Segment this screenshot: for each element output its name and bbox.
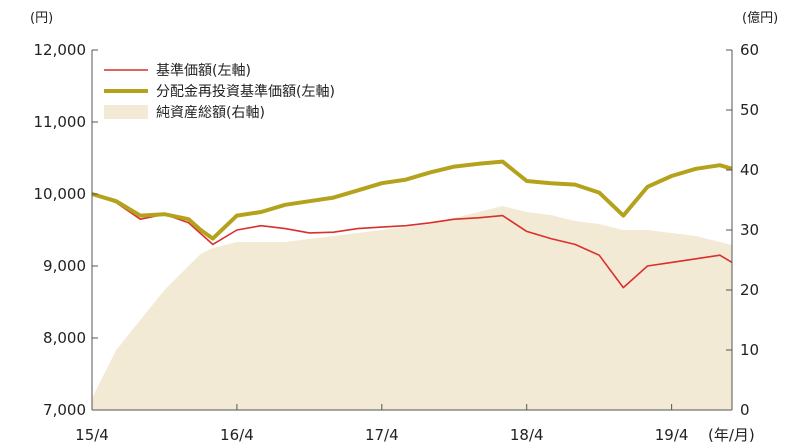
left-tick-label: 10,000 (34, 185, 87, 203)
right-tick-label: 50 (740, 101, 759, 119)
left-tick-label: 9,000 (43, 257, 86, 275)
x-tick-label: 15/4 (75, 426, 109, 444)
left-tick-label: 12,000 (34, 41, 87, 59)
legend-swatch-net-assets (104, 105, 148, 119)
x-tick-label: 17/4 (365, 426, 399, 444)
line-layer (91, 159, 733, 289)
right-tick-label: 20 (740, 281, 759, 299)
x-tick-label: 19/4 (655, 426, 689, 444)
right-tick-label: 30 (740, 221, 759, 239)
legend-label: 分配金再投資基準価額(左軸) (156, 83, 335, 100)
x-tick-label: 16/4 (220, 426, 254, 444)
left-tick-label: 11,000 (34, 113, 87, 131)
left-axis-unit: (円) (30, 11, 53, 26)
legend: 基準価額(左軸) 分配金再投資基準価額(左軸) 純資産総額(右軸) (104, 62, 335, 121)
legend-label: 純資産総額(右軸) (156, 105, 265, 121)
series-line-nav (91, 193, 733, 289)
left-tick-label: 7,000 (43, 401, 86, 419)
series-line-reinvested-nav (91, 159, 733, 241)
series-area-net-assets (92, 206, 732, 410)
right-tick-label: 10 (740, 341, 759, 359)
x-tick-label: 18/4 (510, 426, 544, 444)
right-tick-label: 0 (740, 401, 750, 419)
left-tick-label: 8,000 (43, 329, 86, 347)
legend-label: 基準価額(左軸) (156, 62, 251, 79)
right-axis-unit: (億円) (742, 10, 778, 26)
axes-layer: 7,000 8,000 9,000 10,000 11,000 12,000 0 10 20 30… (34, 41, 760, 444)
right-tick-label: 40 (740, 161, 759, 179)
x-axis-unit: (年/月) (708, 426, 755, 444)
area-layer (92, 206, 732, 410)
right-tick-label: 60 (740, 41, 759, 59)
